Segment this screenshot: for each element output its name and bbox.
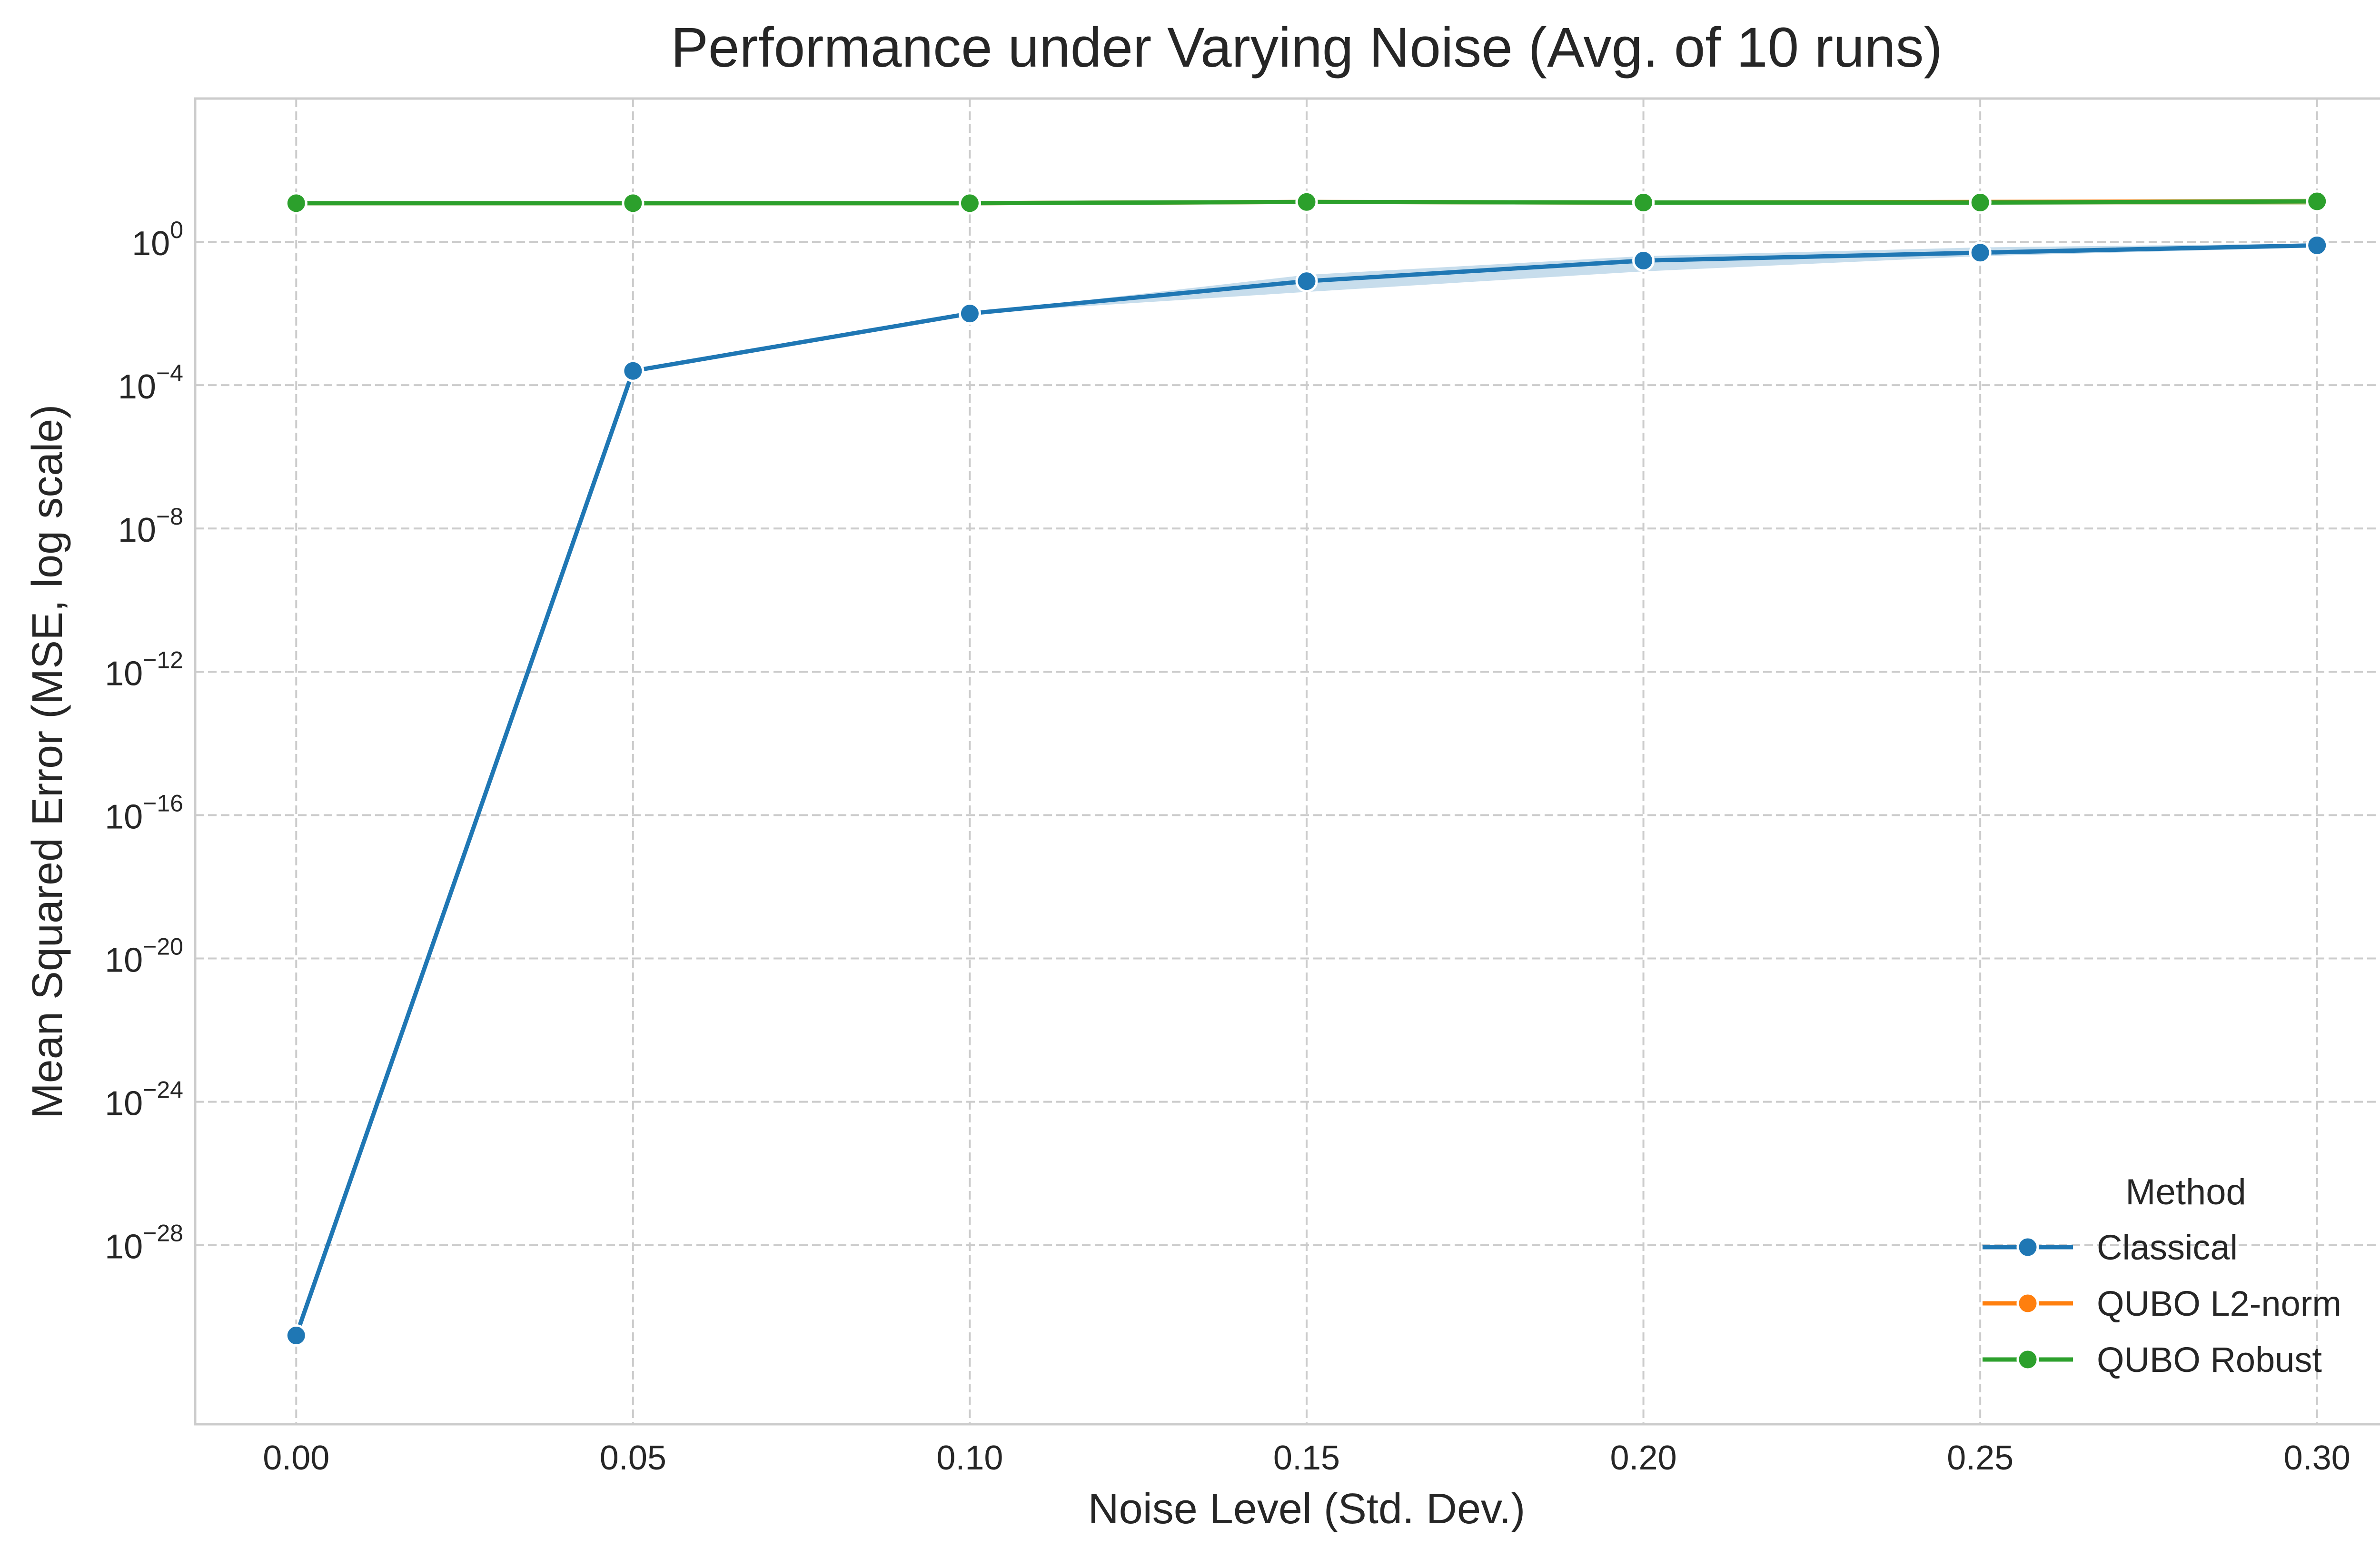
legend-label: QUBO Robust [2097,1340,2322,1379]
legend-marker-swatch [2016,1292,2039,1315]
x-tick-label: 0.30 [2284,1439,2350,1477]
x-tick-label: 0.25 [1947,1439,2013,1477]
classical-point [622,359,645,382]
qubo-robust-point [958,192,981,215]
classical-point [285,1324,307,1347]
x-tick-label: 0.00 [263,1439,329,1477]
classical-point [1295,270,1318,293]
y-tick-label: 10−20 [105,933,183,979]
series-markers [285,190,2329,1347]
plot-frame [194,97,2380,1426]
qubo-robust-point [285,192,307,215]
y-tick-label: 10−16 [105,790,183,836]
y-tick-label: 10−28 [105,1220,183,1266]
x-tick-label: 0.15 [1273,1439,1340,1477]
qubo-robust-point [1295,190,1318,213]
chart-title: Performance under Varying Noise (Avg. of… [671,16,1943,79]
x-tick-label: 0.10 [936,1439,1003,1477]
x-tick-label: 0.05 [600,1439,666,1477]
y-axis-ticks: 100 10−4 10−8 10−12 10−16 10−20 10−24 10−28 [105,217,183,1266]
y-axis-label: Mean Squared Error (MSE, log scale) [24,405,71,1119]
classical-point [2306,234,2329,257]
legend: Method Classical QUBO L2-norm QUBO Robust [1983,1172,2341,1379]
qubo-robust-point [2306,190,2329,213]
x-tick-label: 0.20 [1610,1439,1677,1477]
legend-marker-swatch [2016,1236,2039,1259]
legend-item-qubo-l2-norm: QUBO L2-norm [1983,1284,2341,1323]
classical-point [958,302,981,325]
y-tick-label: 10−8 [118,503,183,549]
legend-label: QUBO L2-norm [2097,1284,2341,1323]
legend-title: Method [2125,1172,2246,1212]
qubo-robust-point [1632,191,1655,214]
qubo-robust-point [1969,191,1992,214]
y-tick-label: 100 [132,217,183,263]
classical-point [1969,241,1992,264]
x-axis-ticks: 0.00 0.05 0.10 0.15 0.20 0.25 0.30 [263,1439,2350,1477]
legend-item-qubo-robust: QUBO Robust [1983,1340,2322,1379]
legend-marker-swatch [2016,1348,2039,1371]
x-axis-label: Noise Level (Std. Dev.) [1088,1485,1526,1533]
legend-label: Classical [2097,1228,2238,1267]
y-tick-label: 10−12 [105,646,183,693]
y-tick-label: 10−24 [105,1077,183,1123]
legend-item-classical: Classical [1983,1228,2238,1267]
qubo-robust-point [622,192,645,215]
y-tick-label: 10−4 [118,360,183,406]
classical-point [1632,249,1655,272]
